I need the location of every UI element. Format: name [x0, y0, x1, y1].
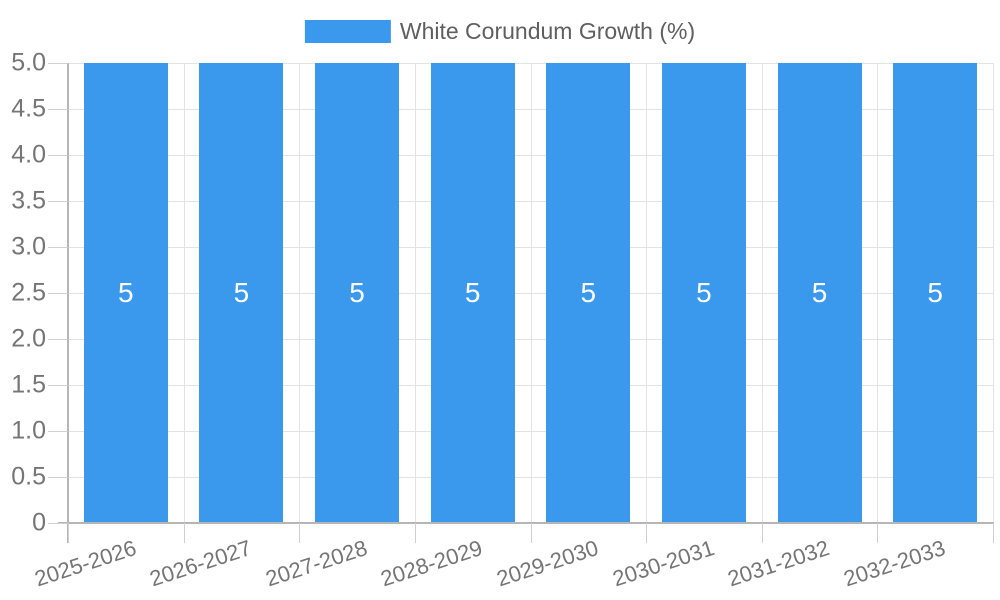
y-axis-tick-label: 4.5 — [11, 94, 46, 123]
y-axis-tick-mark — [48, 201, 68, 202]
y-axis-tick-mark — [48, 155, 68, 156]
bar[interactable] — [661, 63, 746, 523]
x-axis-tick-mark — [993, 523, 994, 543]
legend: White Corundum Growth (%) — [304, 18, 696, 48]
gridline-vertical — [761, 63, 763, 523]
bar-value-label: 5 — [696, 277, 712, 308]
y-axis-tick-label: 1.5 — [11, 370, 46, 399]
y-axis-tick-mark — [48, 339, 68, 340]
gridline-vertical — [183, 63, 185, 523]
x-axis-tick-mark — [68, 523, 69, 543]
y-axis-tick-mark — [48, 63, 68, 64]
y-axis-tick-label: 0 — [32, 508, 46, 537]
bar[interactable] — [430, 63, 515, 523]
gridline-vertical — [877, 63, 879, 523]
bar[interactable] — [893, 63, 978, 523]
x-axis-tick-mark — [414, 523, 416, 543]
legend-label: White Corundum Growth (%) — [399, 18, 696, 44]
x-axis-tick-label: 2028-2029 — [378, 535, 486, 592]
bar-value-label: 5 — [118, 277, 134, 308]
y-axis-tick-mark — [48, 293, 68, 294]
x-axis-line — [58, 522, 994, 524]
x-axis-tick-label: 2025-2026 — [31, 535, 139, 592]
y-axis-tick-label: 2.0 — [11, 324, 46, 353]
x-axis-tick-mark — [299, 523, 301, 543]
y-axis-tick-label: 4.0 — [11, 140, 46, 169]
bar-value-label: 5 — [580, 277, 597, 308]
y-axis-tick-label: 2.5 — [11, 278, 46, 307]
y-axis-tick-mark — [48, 523, 68, 524]
y-axis-tick-label: 3.5 — [11, 186, 46, 215]
x-axis-tick-label: 2027-2028 — [262, 535, 371, 592]
x-axis-tick-mark — [183, 523, 185, 543]
gridline-vertical — [414, 63, 416, 523]
x-axis-tick-label: 2031-2032 — [724, 535, 833, 592]
y-axis-tick-mark — [48, 247, 68, 248]
x-axis-tick-mark — [877, 523, 879, 543]
y-axis-line — [67, 63, 69, 543]
x-axis-tick-label: 2032-2033 — [840, 535, 949, 592]
y-axis-tick-mark — [48, 431, 68, 432]
y-axis-tick-mark — [48, 477, 68, 478]
y-axis-tick-label: 3.0 — [11, 232, 46, 261]
y-axis-tick-mark — [48, 385, 68, 386]
bar[interactable] — [199, 63, 284, 523]
bar-value-label: 5 — [233, 277, 250, 308]
x-axis-tick-mark — [761, 523, 763, 543]
gridline-vertical — [646, 63, 648, 523]
gridline-vertical — [299, 63, 301, 523]
legend-swatch-icon — [304, 20, 391, 43]
gridline-vertical — [530, 63, 532, 523]
bar-value-label: 5 — [927, 277, 943, 308]
y-axis-tick-mark — [48, 109, 68, 110]
y-axis-tick-label: 0.5 — [11, 462, 46, 491]
gridline-vertical — [993, 63, 994, 523]
bar[interactable] — [315, 63, 400, 523]
bar[interactable] — [777, 63, 862, 523]
y-axis-tick-label: 5.0 — [11, 48, 46, 77]
plot-area: 5 5 5 5 5 5 5 5 — [68, 63, 994, 523]
x-axis-tick-mark — [646, 523, 648, 543]
bar[interactable] — [83, 63, 168, 523]
x-axis-tick-label: 2030-2031 — [609, 535, 718, 592]
bar-value-label: 5 — [464, 277, 481, 308]
x-axis-tick-label: 2026-2027 — [146, 535, 255, 592]
bar[interactable] — [546, 63, 631, 523]
bar-value-label: 5 — [349, 277, 365, 308]
legend-item[interactable]: White Corundum Growth (%) — [304, 18, 696, 45]
x-axis-tick-label: 2029-2030 — [493, 535, 602, 592]
y-axis-tick-label: 1.0 — [11, 416, 46, 445]
bar-value-label: 5 — [811, 277, 828, 308]
x-axis-tick-mark — [530, 523, 532, 543]
